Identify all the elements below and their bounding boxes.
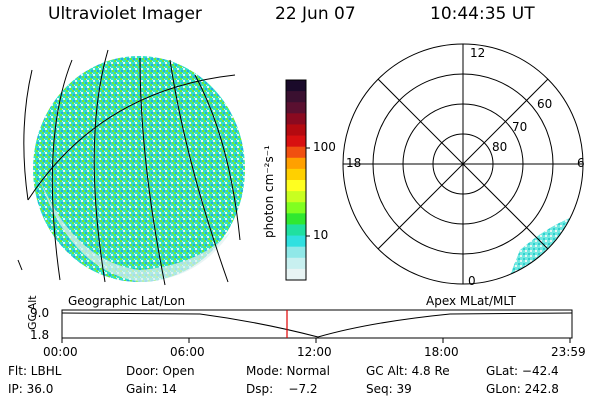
colorbar-unit-label: photon cm⁻²s⁻¹ — [262, 145, 276, 238]
mlt-label-0: 0 — [468, 274, 476, 288]
xtick-0600: 06:00 — [170, 345, 205, 359]
colorbar-band — [286, 235, 306, 248]
colorbar-band — [286, 80, 306, 92]
mlt-label-6: 6 — [577, 156, 585, 170]
colorbar-band — [286, 102, 306, 114]
colorbar — [285, 79, 310, 281]
colorbar-band — [286, 213, 306, 226]
instrument-title: Ultraviolet Imager — [48, 4, 202, 24]
mlt-label-18: 18 — [346, 156, 362, 170]
colorbar-band — [286, 135, 306, 148]
altitude-ytick-9: 9.0 — [30, 306, 50, 320]
geographic-grid — [17, 49, 241, 286]
polar-image-region — [500, 210, 583, 284]
colorbar-band — [286, 91, 306, 103]
uv-image-disk — [33, 56, 245, 282]
geographic-label: Geographic Lat/Lon — [68, 294, 186, 308]
colorbar-tick-10: 10 — [313, 228, 329, 242]
colorbar-tick-100: 100 — [313, 140, 336, 154]
mlt-label-12: 12 — [470, 46, 486, 60]
colorbar-band — [286, 202, 306, 214]
xtick-0000: 00:00 — [43, 345, 78, 359]
apex-label: Apex MLat/MLT — [426, 294, 516, 308]
colorbar-band — [286, 168, 306, 181]
lat-label-80: 80 — [492, 140, 508, 154]
dsp-info: Dsp: −7.2 — [246, 382, 318, 396]
xtick-1200: 12:00 — [297, 345, 332, 359]
lat-label-60: 60 — [537, 97, 553, 111]
glat-info: GLat: −42.4 — [486, 364, 559, 378]
filter-info: Flt: LBHL — [8, 364, 62, 378]
colorbar-band — [286, 224, 306, 237]
colorbar-band — [286, 257, 306, 270]
xtick-1800: 18:00 — [424, 345, 459, 359]
gc-alt-info: GC Alt: 4.8 Re — [366, 364, 450, 378]
colorbar-band — [286, 268, 306, 281]
colorbar-band — [286, 191, 306, 203]
time-label: 10:44:35 UT — [430, 4, 535, 24]
colorbar-band — [286, 113, 306, 126]
altitude-ytick-1-8: 1.8 — [30, 328, 50, 342]
gain-info: Gain: 14 — [126, 382, 177, 396]
colorbar-band — [286, 157, 306, 170]
door-info: Door: Open — [126, 364, 195, 378]
colorbar-band — [286, 124, 306, 137]
glon-info: GLon: 242.8 — [486, 382, 559, 396]
colorbar-band — [286, 146, 306, 159]
altitude-plot — [61, 309, 573, 343]
polar-plot — [342, 43, 584, 285]
mode-info: Mode: Normal — [246, 364, 330, 378]
colorbar-band — [286, 246, 306, 259]
ip-info: IP: 36.0 — [8, 382, 54, 396]
xtick-2359: 23:59 — [551, 345, 586, 359]
date-label: 22 Jun 07 — [275, 4, 356, 24]
colorbar-band — [286, 180, 306, 192]
lat-label-70: 70 — [512, 120, 528, 134]
seq-info: Seq: 39 — [366, 382, 412, 396]
